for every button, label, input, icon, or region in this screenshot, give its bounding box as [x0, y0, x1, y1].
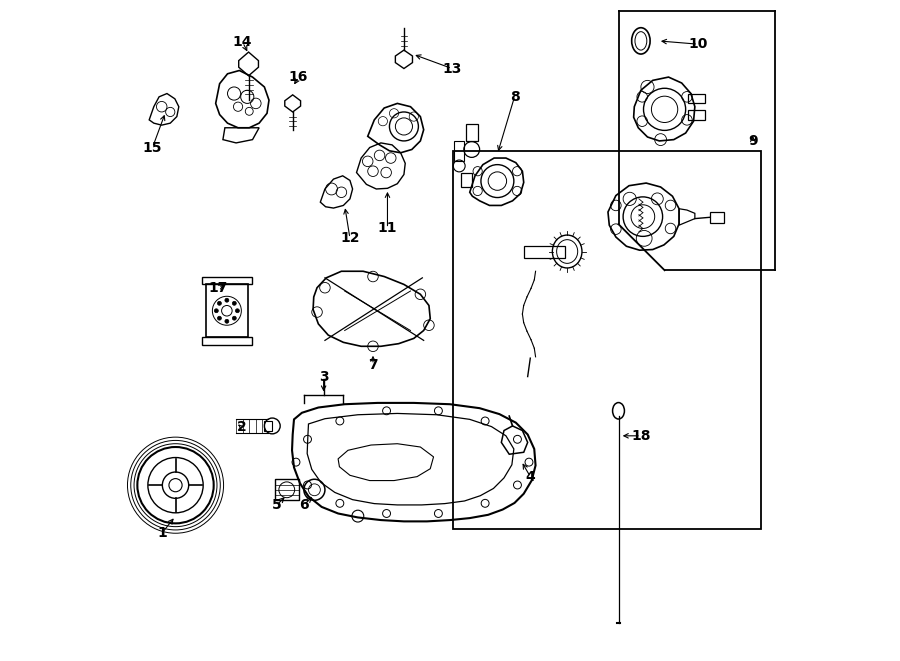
Bar [466, 124, 478, 141]
Text: 7: 7 [368, 358, 378, 371]
Bar [688, 110, 705, 120]
Circle shape [225, 319, 229, 323]
Text: 12: 12 [340, 231, 360, 245]
Text: 17: 17 [209, 281, 228, 295]
Circle shape [214, 309, 219, 313]
Circle shape [225, 298, 229, 302]
Text: 5: 5 [272, 498, 282, 512]
Bar [274, 479, 299, 500]
Text: 9: 9 [748, 134, 758, 148]
Circle shape [232, 301, 237, 305]
Text: 1: 1 [158, 525, 167, 539]
Text: 16: 16 [289, 70, 309, 84]
Text: 2: 2 [237, 420, 247, 434]
Text: 6: 6 [299, 498, 309, 512]
Circle shape [218, 301, 221, 305]
Bar [454, 151, 760, 529]
Text: 13: 13 [442, 61, 462, 75]
Bar [461, 173, 472, 187]
Bar [710, 212, 724, 223]
Circle shape [232, 316, 237, 320]
Bar [202, 276, 252, 284]
Circle shape [169, 479, 182, 492]
Text: 15: 15 [143, 141, 162, 155]
Text: 8: 8 [509, 90, 519, 104]
Circle shape [218, 316, 221, 320]
Text: 18: 18 [631, 429, 651, 443]
Bar [454, 141, 464, 161]
Text: 10: 10 [688, 37, 707, 51]
Text: 4: 4 [526, 469, 536, 484]
Circle shape [236, 309, 239, 313]
Bar [206, 284, 248, 337]
Bar [688, 94, 705, 103]
Text: 11: 11 [378, 221, 397, 235]
Bar [274, 479, 299, 500]
Text: 3: 3 [319, 369, 328, 383]
Text: 14: 14 [233, 35, 252, 49]
Bar [524, 247, 564, 258]
Bar [202, 337, 252, 345]
Bar [265, 420, 273, 431]
